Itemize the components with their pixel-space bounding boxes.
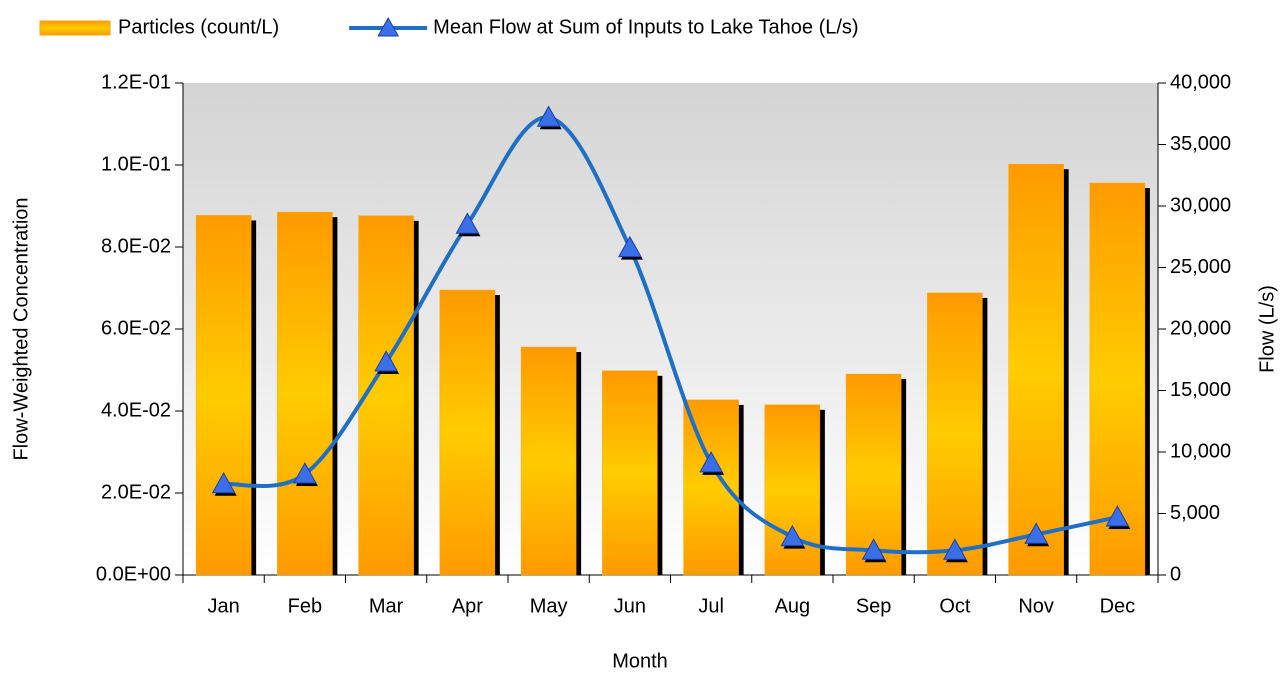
bar bbox=[439, 289, 496, 576]
marker bbox=[780, 524, 805, 547]
marker bbox=[1105, 505, 1130, 527]
y-axis-title: Flow-Weighted Concentration bbox=[10, 197, 32, 460]
bar bbox=[927, 292, 983, 576]
legend-label: Particles (count/L) bbox=[118, 16, 279, 38]
x-tick-label: Mar bbox=[369, 595, 404, 617]
y-tick-label: 1.2E-01 bbox=[101, 71, 171, 93]
x-tick-label: Feb bbox=[288, 595, 322, 617]
y-tick-label: 1.0E-01 bbox=[101, 153, 171, 175]
bar bbox=[520, 346, 577, 576]
y2-tick-label: 40,000 bbox=[1170, 71, 1231, 93]
marker bbox=[1024, 522, 1048, 544]
x-tick-label: Jun bbox=[614, 595, 646, 617]
y2-tick-label: 30,000 bbox=[1170, 194, 1231, 216]
marker bbox=[293, 462, 317, 484]
x-tick-label: May bbox=[530, 595, 568, 617]
bar bbox=[358, 215, 414, 576]
x-tick-label: Oct bbox=[939, 595, 971, 617]
marker bbox=[618, 235, 642, 258]
legend-marker bbox=[377, 16, 400, 37]
y2-tick-label: 10,000 bbox=[1170, 440, 1231, 462]
bar bbox=[1008, 163, 1064, 576]
x-tick-label: Sep bbox=[856, 595, 892, 617]
y2-tick-label: 15,000 bbox=[1170, 379, 1231, 401]
y2-tick-label: 5,000 bbox=[1170, 502, 1220, 524]
marker bbox=[861, 538, 886, 560]
bar bbox=[277, 211, 333, 576]
x-tick-label: Jul bbox=[698, 595, 724, 617]
bar bbox=[602, 370, 658, 576]
y2-tick-label: 0 bbox=[1170, 563, 1181, 585]
y-tick-label: 4.0E-02 bbox=[101, 399, 171, 421]
x-tick-label: Jan bbox=[208, 595, 240, 617]
y2-axis-title: Flow (L/s) bbox=[1256, 285, 1278, 373]
bar bbox=[764, 404, 821, 576]
y-tick-label: 0.0E+00 bbox=[96, 563, 171, 585]
x-tick-label: Dec bbox=[1100, 595, 1136, 617]
y2-tick-label: 20,000 bbox=[1170, 317, 1231, 339]
y-tick-label: 8.0E-02 bbox=[101, 235, 171, 257]
plot-area bbox=[183, 83, 1158, 575]
x-tick-label: Nov bbox=[1018, 595, 1054, 617]
x-axis-title: Month bbox=[612, 650, 668, 672]
bar bbox=[195, 215, 252, 576]
legend-swatch bbox=[39, 20, 111, 36]
y-tick-label: 2.0E-02 bbox=[101, 481, 171, 503]
marker bbox=[699, 451, 723, 473]
marker bbox=[536, 105, 561, 127]
y2-tick-label: 25,000 bbox=[1170, 256, 1231, 278]
bar bbox=[683, 399, 739, 576]
legend-label: Mean Flow at Sum of Inputs to Lake Tahoe… bbox=[433, 16, 858, 38]
marker bbox=[943, 538, 967, 560]
x-tick-label: Aug bbox=[775, 595, 811, 617]
marker bbox=[374, 350, 398, 372]
y2-tick-label: 35,000 bbox=[1170, 133, 1231, 155]
x-tick-label: Apr bbox=[452, 595, 483, 617]
marker bbox=[455, 212, 480, 234]
y-tick-label: 6.0E-02 bbox=[101, 317, 171, 339]
marker bbox=[211, 471, 236, 494]
